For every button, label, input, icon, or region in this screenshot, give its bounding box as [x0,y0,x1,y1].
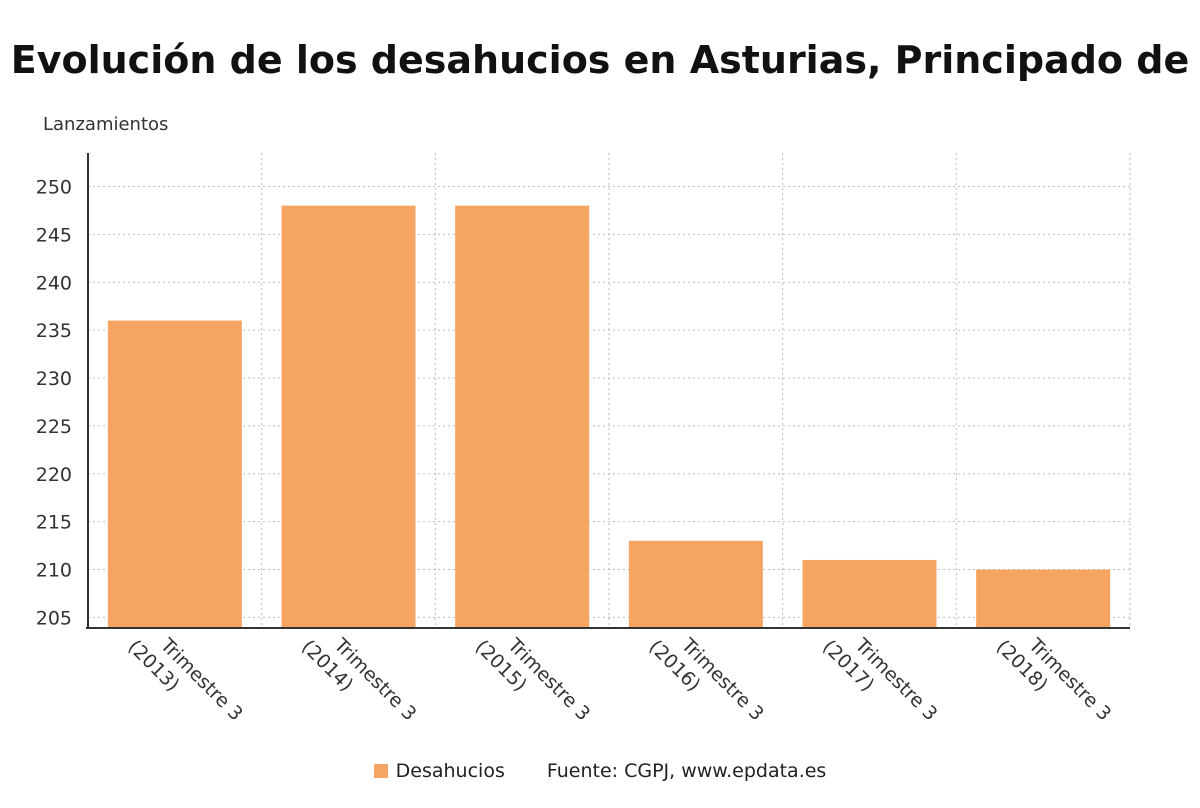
bar [107,320,242,627]
x-tick-label: Trimestre 3(2014) [297,619,421,743]
x-tick-labels: Trimestre 3(2013) Trimestre 3(2014) Trimes… [123,619,1116,743]
axes [86,153,1130,629]
x-tick-label: Trimestre 3(2015) [471,619,595,743]
y-tick-label: 220 [36,464,72,486]
y-tick-label: 245 [36,224,72,246]
source-note: Fuente: CGPJ, www.epdata.es [546,760,827,782]
x-tick-label: Trimestre 3(2017) [818,619,942,743]
y-tick-labels: 205 210 215 220 225 230 235 240 245 250 [36,177,72,630]
bar [628,540,763,627]
y-tick-label: 225 [36,416,72,438]
legend-series-name: Desahucios [395,760,505,782]
bar [281,205,416,627]
y-tick-label: 215 [36,512,72,534]
bar [802,559,937,627]
y-tick-label: 235 [36,320,72,342]
y-tick-label: 205 [36,607,72,629]
x-tick-label: Trimestre 3(2018) [992,619,1116,743]
chart-title: Evolución de los desahucios en Asturias,… [10,38,1190,82]
legend-swatch [373,764,388,778]
bar [455,205,590,627]
y-tick-label: 240 [36,272,72,294]
y-tick-label: 230 [36,368,72,390]
bars [107,205,1111,627]
x-tick-label: Trimestre 3(2016) [644,619,768,743]
y-axis-label: Lanzamientos [43,114,169,135]
legend: Desahucios Fuente: CGPJ, www.epdata.es [0,760,1200,782]
x-tick-label: Trimestre 3(2013) [123,619,247,743]
y-tick-label: 210 [36,560,72,582]
grid-lines [87,153,1131,627]
y-tick-label: 250 [36,177,72,199]
bar [976,569,1111,627]
